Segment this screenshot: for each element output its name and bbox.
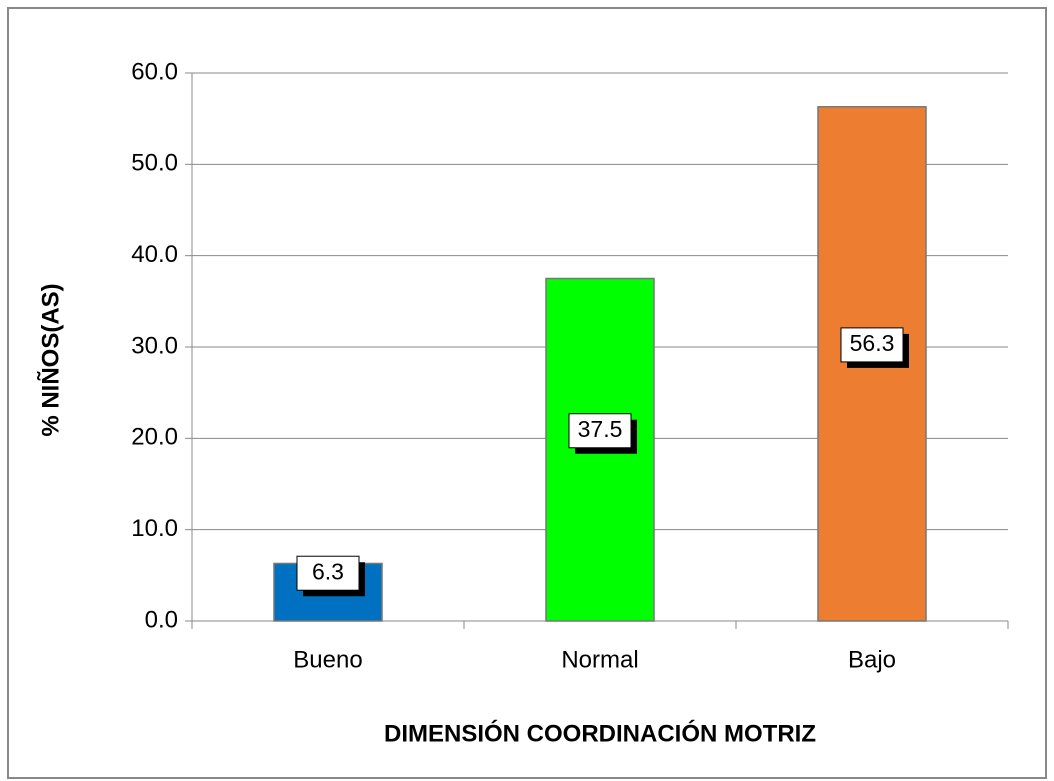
y-axis-title: % NIÑOS(AS) <box>36 283 64 436</box>
y-tick-label: 60.0 <box>131 58 178 85</box>
x-tick-label: Normal <box>561 646 638 673</box>
value-label-box <box>568 413 632 449</box>
value-label-box <box>840 327 904 363</box>
x-tick-label: Bajo <box>848 646 896 673</box>
y-tick-label: 30.0 <box>131 332 178 359</box>
value-label: 6.3 <box>312 558 344 584</box>
value-label: 56.3 <box>850 330 895 356</box>
y-tick-label: 10.0 <box>131 515 178 542</box>
value-label: 37.5 <box>578 416 623 442</box>
y-tick-label: 20.0 <box>131 424 178 451</box>
y-tick-label: 50.0 <box>131 150 178 177</box>
x-axis-title: DIMENSIÓN COORDINACIÓN MOTRIZ <box>384 719 816 747</box>
value-label-box <box>296 555 360 591</box>
y-tick-label: 0.0 <box>145 606 178 633</box>
x-tick-label: Bueno <box>293 646 362 673</box>
y-tick-label: 40.0 <box>131 241 178 268</box>
